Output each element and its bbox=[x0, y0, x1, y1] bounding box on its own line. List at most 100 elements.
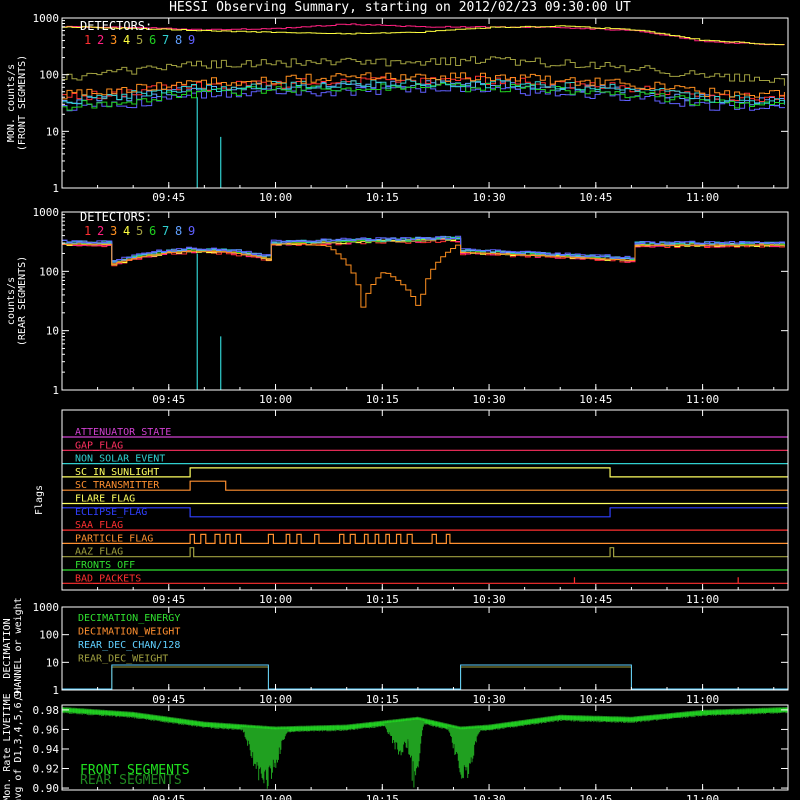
x-tick-label: 10:00 bbox=[259, 393, 292, 406]
rear-series-detector-3 bbox=[62, 243, 785, 308]
flag-label-aaz_flag: AAZ_FLAG bbox=[75, 547, 123, 558]
series-detector-9 bbox=[62, 85, 785, 112]
plot-frame bbox=[61, 704, 789, 791]
plot-frame bbox=[61, 409, 789, 591]
x-tick-label: 10:15 bbox=[366, 393, 399, 406]
y-axis-label-line2: (FRONT SEGMENTS) bbox=[17, 55, 28, 151]
x-tick-label: 11:00 bbox=[686, 693, 719, 706]
x-tick-label: 10:30 bbox=[472, 593, 505, 606]
y-tick-label: 0.96 bbox=[33, 723, 60, 736]
flag-line-aaz_flag bbox=[62, 547, 788, 558]
rear-detector-7-dropout bbox=[196, 253, 222, 390]
y-axis-label-line1: Mon. Rate LIVETIME bbox=[2, 693, 13, 800]
detector-label-3: 3 bbox=[110, 224, 117, 238]
x-tick-label: 10:30 bbox=[472, 793, 505, 800]
y-axis-label: Flags bbox=[34, 485, 45, 515]
legend-title: DETECTORS: bbox=[80, 19, 152, 33]
plot-frame bbox=[61, 17, 789, 189]
y-tick-label: 1000 bbox=[33, 601, 60, 614]
panel-livetime: 09:45 10:00 10:15 10:30 10:45 11:00 0.98 0.96 0.… bbox=[2, 690, 789, 800]
y-tick-label: 1000 bbox=[33, 12, 60, 25]
y-tick-label: 100 bbox=[39, 265, 59, 278]
x-tick-label: 09:45 bbox=[152, 693, 185, 706]
detector-label-6: 6 bbox=[149, 33, 156, 47]
panel-front-segments: 09:45 10:00 10:15 10:30 10:45 11:00 1000 100 10 1… bbox=[6, 12, 789, 204]
flag-line-particle_flag bbox=[62, 533, 788, 544]
detector-label-1: 1 bbox=[84, 224, 91, 238]
x-tick-label: 10:45 bbox=[579, 191, 612, 204]
flag-line-sc_in_sunlight bbox=[62, 467, 788, 478]
livetime-legend-1: REAR SEGMENTS bbox=[80, 773, 182, 788]
series-detector-3 bbox=[62, 72, 785, 100]
detector-label-5: 5 bbox=[136, 224, 143, 238]
decimation-legend-3: REAR_DEC_WEIGHT bbox=[78, 654, 168, 665]
rear-series-0 bbox=[62, 239, 785, 267]
flag-label-sc_transmitter: SC_TRANSMITTER bbox=[75, 480, 160, 491]
flag-label-eclipse_flag: ECLIPSE_FLAG bbox=[75, 507, 147, 518]
detector-label-7: 7 bbox=[162, 224, 169, 238]
series-detector-2 bbox=[62, 23, 785, 46]
x-tick-label: 11:00 bbox=[686, 393, 719, 406]
flag-line-sc_transmitter bbox=[62, 480, 788, 491]
y-tick-label: 0.94 bbox=[33, 743, 60, 756]
flag-label-saa_flag: SAA_FLAG bbox=[75, 520, 123, 531]
rear-dec-chan-line bbox=[62, 664, 788, 690]
detector-label-6: 6 bbox=[149, 224, 156, 238]
series-detector-1 bbox=[62, 75, 785, 102]
x-tick-label: 10:15 bbox=[366, 793, 399, 800]
series-detector-7 bbox=[62, 79, 785, 105]
flag-label-attenuator_state: ATTENUATOR_STATE bbox=[75, 427, 171, 438]
detector-7-dropout bbox=[196, 97, 222, 188]
decimation-legend-1: DECIMATION_WEIGHT bbox=[78, 627, 180, 638]
y-tick-label: 10 bbox=[46, 125, 59, 138]
panel-rear-segments: 09:45 10:00 10:15 10:30 10:45 11:00 1000 100 10 1… bbox=[6, 206, 789, 406]
detector-label-8: 8 bbox=[175, 33, 182, 47]
flag-label-bad_packets: BAD_PACKETS bbox=[75, 573, 141, 584]
x-tick-label: 10:00 bbox=[259, 191, 292, 204]
y-tick-label: 0.90 bbox=[33, 782, 60, 795]
flag-label-sc_in_sunlight: SC_IN_SUNLIGHT bbox=[75, 467, 159, 478]
y-axis-label: DECIMATIONCHANNEL or weight bbox=[2, 597, 24, 699]
decimation-legend-2: REAR_DEC_CHAN/128 bbox=[78, 640, 180, 651]
series-detector-8 bbox=[62, 80, 785, 106]
detector-label-9: 9 bbox=[188, 33, 195, 47]
plot-frame bbox=[61, 606, 789, 691]
y-axis-label-line2: CHANNEL or weight bbox=[13, 597, 24, 699]
y-tick-label: 100 bbox=[39, 69, 59, 82]
flag-line-bad_packets bbox=[62, 577, 788, 584]
panel-decimation: 09:45 10:00 10:15 10:30 10:45 11:00 1000 100 10 1… bbox=[2, 597, 789, 706]
detector-label-4: 4 bbox=[123, 33, 130, 47]
detector-label-4: 4 bbox=[123, 224, 130, 238]
series-detector-6 bbox=[62, 82, 785, 111]
y-axis-label-line1: DECIMATION bbox=[2, 618, 13, 678]
series-detector-5 bbox=[62, 56, 785, 86]
y-axis-label-line2: avg of D1,3,4,5,6,9 bbox=[13, 690, 24, 800]
livetime-dip-3 bbox=[446, 726, 482, 779]
x-tick-label: 09:45 bbox=[152, 793, 185, 800]
detector-label-9: 9 bbox=[188, 224, 195, 238]
x-tick-label: 10:30 bbox=[472, 393, 505, 406]
x-tick-label: 10:00 bbox=[259, 593, 292, 606]
rear-dec-weight-line bbox=[62, 666, 788, 690]
y-tick-label: 0.98 bbox=[33, 704, 60, 717]
y-axis-label-line2: (REAR SEGMENTS) bbox=[17, 256, 28, 346]
detector-label-2: 2 bbox=[97, 224, 104, 238]
x-tick-label: 11:00 bbox=[686, 593, 719, 606]
x-tick-label: 10:45 bbox=[579, 393, 612, 406]
x-tick-label: 10:45 bbox=[579, 693, 612, 706]
y-tick-label: 100 bbox=[39, 629, 59, 642]
flag-label-non_solar_event: NON_SOLAR_EVENT bbox=[75, 454, 165, 465]
y-tick-label: 0.92 bbox=[33, 763, 60, 776]
x-tick-label: 09:45 bbox=[152, 393, 185, 406]
x-tick-label: 10:45 bbox=[579, 793, 612, 800]
x-tick-label: 10:45 bbox=[579, 593, 612, 606]
y-tick-label: 1000 bbox=[33, 206, 60, 219]
x-tick-label: 10:00 bbox=[259, 793, 292, 800]
y-tick-label: 1 bbox=[52, 384, 59, 397]
livetime-dip-2 bbox=[404, 719, 425, 788]
livetime-front-band bbox=[61, 707, 789, 732]
y-axis-label-line1: Flags bbox=[34, 485, 45, 515]
y-axis-label: MON. counts/s(FRONT SEGMENTS) bbox=[6, 55, 28, 151]
x-tick-label: 10:15 bbox=[366, 593, 399, 606]
